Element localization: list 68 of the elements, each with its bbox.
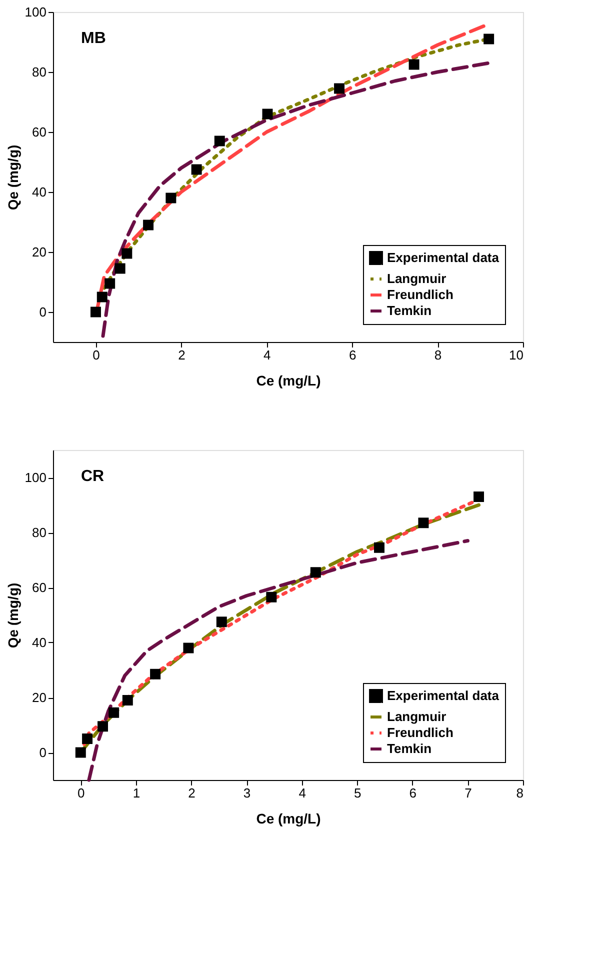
legend-label: Langmuir — [387, 709, 446, 724]
legend-label: Temkin — [387, 303, 432, 318]
point — [82, 734, 93, 744]
legend-label: Experimental data — [387, 250, 500, 265]
y-tick-label: 40 — [32, 635, 46, 650]
x-tick-label: 8 — [516, 786, 524, 800]
point — [143, 220, 154, 230]
x-tick-label: 2 — [188, 786, 196, 800]
y-tick-label: 100 — [24, 470, 46, 485]
point — [214, 136, 225, 146]
x-tick-label: 1 — [132, 786, 140, 800]
annotation: MB — [81, 30, 106, 47]
x-tick-label: 6 — [409, 786, 417, 800]
point — [266, 592, 277, 602]
legend-label: Freundlich — [387, 725, 454, 740]
point — [108, 707, 120, 718]
point — [262, 108, 273, 120]
point — [474, 492, 484, 502]
y-axis-title: Qe (mg/g) — [4, 144, 21, 210]
x-tick-label: 0 — [92, 348, 100, 362]
point — [166, 192, 176, 204]
legend-label: Experimental data — [387, 688, 500, 703]
y-tick-label: 80 — [32, 525, 46, 540]
y-tick-label: 0 — [39, 304, 46, 320]
y-tick-label: 80 — [32, 64, 46, 80]
point — [98, 721, 108, 732]
point — [122, 695, 133, 706]
x-tick-label: 10 — [509, 348, 524, 362]
y-tick-label: 60 — [32, 580, 46, 595]
point — [191, 164, 202, 175]
y-axis-title: Qe (mg/g) — [4, 582, 21, 648]
x-tick-label: 4 — [264, 348, 271, 362]
point — [183, 642, 194, 654]
point — [216, 616, 227, 628]
x-tick-label: 5 — [354, 786, 362, 800]
point — [418, 518, 429, 528]
x-axis-title: Ce (mg/L) — [256, 810, 321, 826]
y-tick-label: 20 — [32, 690, 46, 705]
x-tick-label: 6 — [348, 348, 356, 362]
y-tick-label: 60 — [32, 124, 46, 140]
line-series — [87, 539, 470, 782]
point — [90, 306, 101, 318]
point — [75, 747, 86, 758]
x-tick-label: 0 — [78, 786, 85, 800]
y-tick-label: 0 — [39, 745, 46, 760]
legend-label: Temkin — [387, 741, 432, 756]
x-tick-label: 8 — [434, 348, 442, 362]
y-tick-label: 100 — [24, 4, 46, 20]
point — [96, 292, 108, 302]
point — [114, 263, 126, 274]
x-tick-label: 4 — [298, 786, 306, 800]
point — [334, 83, 345, 94]
point — [374, 542, 384, 553]
x-tick-label: 3 — [243, 786, 251, 800]
legend-label: Freundlich — [387, 287, 454, 302]
point — [150, 668, 161, 680]
point — [484, 34, 494, 44]
point — [408, 59, 420, 70]
point — [122, 248, 132, 259]
legend-label: Langmuir — [387, 271, 446, 286]
annotation: CR — [81, 468, 105, 485]
y-tick-label: 40 — [32, 184, 46, 200]
y-tick-label: 20 — [32, 244, 46, 260]
x-tick-label: 2 — [178, 348, 186, 362]
point — [104, 278, 116, 289]
x-axis-title: Ce (mg/L) — [256, 372, 321, 388]
x-tick-label: 7 — [464, 786, 472, 800]
point — [310, 567, 321, 578]
